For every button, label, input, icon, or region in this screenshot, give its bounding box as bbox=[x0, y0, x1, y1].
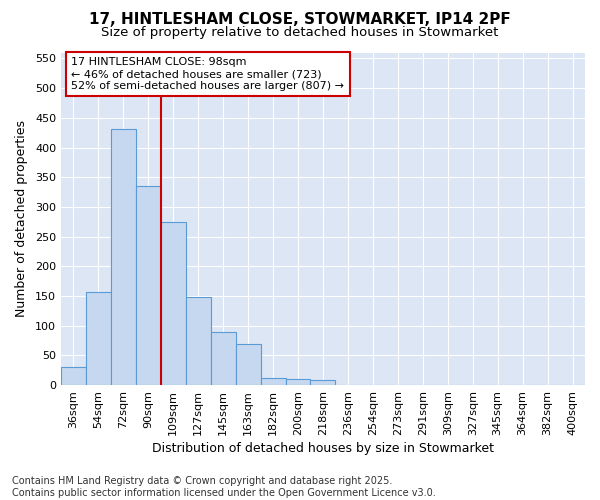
Bar bbox=[86, 292, 111, 385]
Bar bbox=[61, 368, 86, 385]
Text: Size of property relative to detached houses in Stowmarket: Size of property relative to detached ho… bbox=[101, 26, 499, 39]
Bar bbox=[111, 128, 136, 385]
Bar bbox=[211, 332, 236, 385]
Bar bbox=[286, 380, 310, 385]
Text: Contains HM Land Registry data © Crown copyright and database right 2025.
Contai: Contains HM Land Registry data © Crown c… bbox=[12, 476, 436, 498]
Bar bbox=[260, 378, 286, 385]
Bar bbox=[136, 186, 161, 385]
Y-axis label: Number of detached properties: Number of detached properties bbox=[15, 120, 28, 318]
Bar bbox=[161, 222, 186, 385]
Text: 17, HINTLESHAM CLOSE, STOWMARKET, IP14 2PF: 17, HINTLESHAM CLOSE, STOWMARKET, IP14 2… bbox=[89, 12, 511, 28]
Text: 17 HINTLESHAM CLOSE: 98sqm
← 46% of detached houses are smaller (723)
52% of sem: 17 HINTLESHAM CLOSE: 98sqm ← 46% of deta… bbox=[71, 58, 344, 90]
Bar bbox=[186, 298, 211, 385]
Bar bbox=[310, 380, 335, 385]
X-axis label: Distribution of detached houses by size in Stowmarket: Distribution of detached houses by size … bbox=[152, 442, 494, 455]
Bar bbox=[236, 344, 260, 385]
